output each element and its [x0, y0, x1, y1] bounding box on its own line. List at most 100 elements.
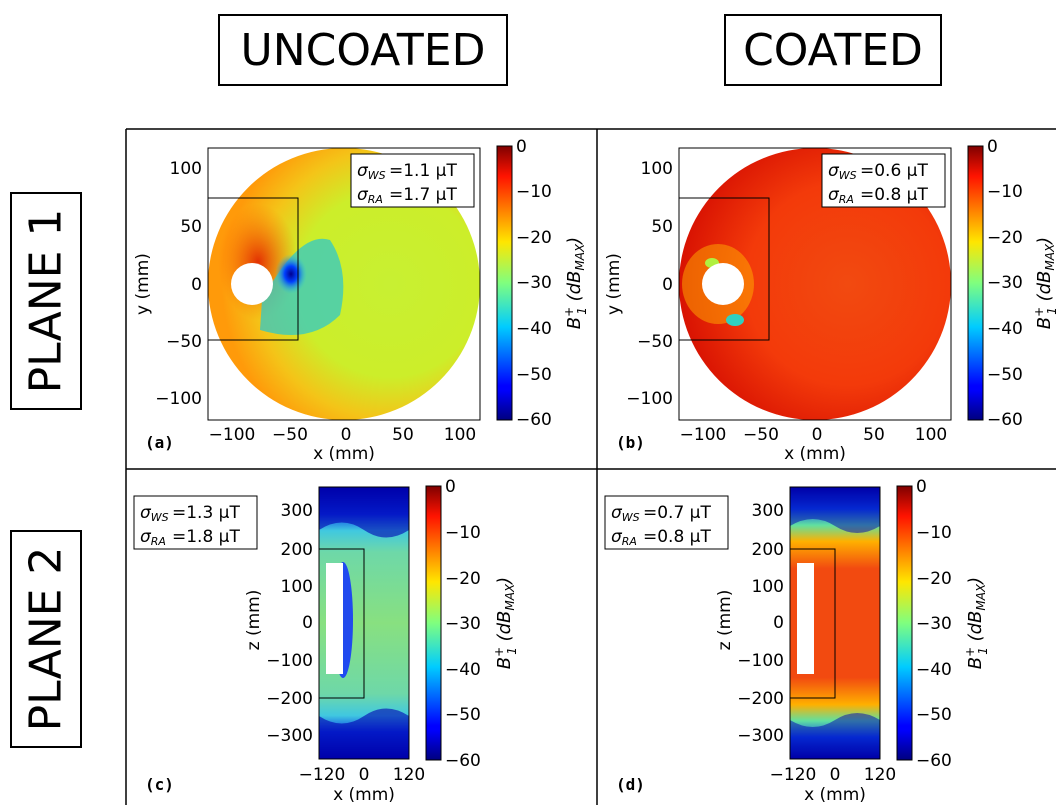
- cbar-tick-c: 0: [445, 477, 456, 497]
- panel-label-c: (c): [145, 775, 174, 794]
- cbar-tick-b: −10: [987, 182, 1023, 202]
- cbar-tick-c: −60: [445, 751, 481, 771]
- cbar-tick-d: −40: [916, 660, 952, 680]
- panel-a: [208, 148, 480, 420]
- sigma-ra-a: =1.7 μT: [389, 185, 457, 205]
- cbar-label-a: B+1 (dBMAX): [562, 237, 589, 329]
- cbar-tick-d: −60: [916, 751, 952, 771]
- cbar-tick-c: −10: [445, 523, 481, 543]
- sigma-ra-d: =0.8 μT: [643, 527, 711, 547]
- cbar-tick-d: −50: [916, 705, 952, 725]
- annotation-box-b: σWS =0.6 μT σRA =0.8 μT: [821, 153, 946, 208]
- row-label-plane-2: PLANE 2: [10, 530, 82, 748]
- ylabel-d: z (mm): [715, 590, 735, 651]
- panel-label-a: (a): [145, 433, 174, 452]
- cbar-tick-c: −50: [445, 705, 481, 725]
- xtick-c: 0: [359, 765, 370, 785]
- row-label-plane-1: PLANE 1: [10, 192, 82, 410]
- ytick-d: 100: [752, 577, 784, 597]
- colorbar-c: 0 −10 −20 −30 −40 −50 −60 B+1 (dBMAX): [425, 477, 519, 771]
- xtick-b: 100: [915, 425, 947, 445]
- colorbar-d: 0 −10 −20 −30 −40 −50 −60 B+1 (dBMAX): [896, 477, 990, 771]
- yticks-d: 300 200 100 0 −100 −200 −300: [737, 501, 784, 746]
- xtick-d: 0: [830, 765, 841, 785]
- ytick-b: 50: [651, 217, 673, 237]
- panel-label-b: (b): [616, 433, 645, 452]
- ytick-b: −100: [626, 389, 673, 409]
- cbar-tick-d: 0: [916, 477, 927, 497]
- ytick-c: −300: [266, 726, 313, 746]
- xtick-d: −120: [770, 765, 817, 785]
- xticks-b: −100 −50 0 50 100: [680, 425, 948, 445]
- ytick-d: −100: [737, 651, 784, 671]
- cbar-tick-a: −20: [516, 228, 552, 248]
- ytick-b: 100: [641, 159, 673, 179]
- sigma-ra-c: =1.8 μT: [172, 527, 240, 547]
- ytick-c: −100: [266, 651, 313, 671]
- roi-box-c: [318, 548, 365, 699]
- cbar-tick-a: −50: [516, 365, 552, 385]
- ytick-c: 0: [302, 613, 313, 633]
- xlabel-a: x (mm): [313, 444, 375, 464]
- roi-box-a: [207, 197, 299, 341]
- roi-box-b: [678, 197, 770, 341]
- coil-hole-b: [702, 263, 744, 305]
- xtick-b: −50: [743, 425, 779, 445]
- xticks-a: −100 −50 0 50 100: [209, 425, 477, 445]
- cbar-label-d: B+1 (dBMAX): [963, 577, 990, 669]
- roi-box-d: [789, 548, 836, 699]
- xtick-c: 120: [393, 765, 425, 785]
- ytick-d: 300: [752, 501, 784, 521]
- coil-strip-d: [797, 563, 814, 674]
- cbar-tick-b: 0: [987, 137, 998, 157]
- ytick-d: 0: [773, 613, 784, 633]
- ytick-a: 0: [191, 275, 202, 295]
- cbar-tick-a: −60: [516, 410, 552, 430]
- sigma-ws-b: =0.6 μT: [860, 161, 928, 181]
- colorbar-b: 0 −10 −20 −30 −40 −50 −60 B+1 (dBMAX): [967, 137, 1056, 430]
- xtick-b: 50: [863, 425, 885, 445]
- xtick-a: −50: [272, 425, 308, 445]
- annotation-box-c: σWS =1.3 μT σRA =1.8 μT: [133, 495, 258, 550]
- annotation-box-d: σWS =0.7 μT σRA =0.8 μT: [604, 495, 729, 550]
- ytick-b: 0: [662, 275, 673, 295]
- xtick-b: −100: [680, 425, 727, 445]
- xtick-a: 0: [341, 425, 352, 445]
- cbar-label-b: B+1 (dBMAX): [1032, 237, 1056, 329]
- xtick-d: 120: [864, 765, 896, 785]
- coil-strip-c: [326, 563, 343, 674]
- cbar-tick-b: −30: [987, 273, 1023, 293]
- sigma-ws-d: =0.7 μT: [643, 503, 711, 523]
- phantom-disc-b: [679, 148, 951, 420]
- ytick-d: −300: [737, 726, 784, 746]
- cbar-tick-d: −30: [916, 614, 952, 634]
- cbar-tick-b: −50: [987, 365, 1023, 385]
- ytick-d: 200: [752, 540, 784, 560]
- ytick-a: −50: [166, 332, 202, 352]
- ytick-b: −50: [637, 332, 673, 352]
- xtick-a: 100: [444, 425, 476, 445]
- cbar-tick-b: −20: [987, 228, 1023, 248]
- xtick-b: 0: [812, 425, 823, 445]
- cbar-tick-a: 0: [516, 137, 527, 157]
- colorbar-a: 0 −10 −20 −30 −40 −50 −60 B+1 (dBMAX): [496, 137, 589, 430]
- column-header-uncoated: UNCOATED: [218, 14, 508, 86]
- ytick-a: 100: [170, 159, 202, 179]
- panel-b: [679, 148, 951, 420]
- xlabel-c: x (mm): [333, 785, 395, 805]
- cbar-label-c: B+1 (dBMAX): [492, 577, 519, 669]
- annotation-box-a: σWS =1.1 μT σRA =1.7 μT: [350, 153, 475, 208]
- ylabel-a: y (mm): [133, 253, 153, 315]
- ytick-a: −100: [155, 389, 202, 409]
- ytick-d: −200: [737, 689, 784, 709]
- cbar-tick-b: −60: [987, 410, 1023, 430]
- yticks-c: 300 200 100 0 −100 −200 −300: [266, 501, 313, 746]
- xticks-d: −120 0 120: [770, 765, 897, 785]
- cbar-tick-a: −30: [516, 273, 552, 293]
- ylabel-b: y (mm): [604, 253, 624, 315]
- xtick-a: 50: [392, 425, 414, 445]
- ytick-c: −200: [266, 689, 313, 709]
- cbar-tick-a: −10: [516, 182, 552, 202]
- xtick-c: −120: [299, 765, 346, 785]
